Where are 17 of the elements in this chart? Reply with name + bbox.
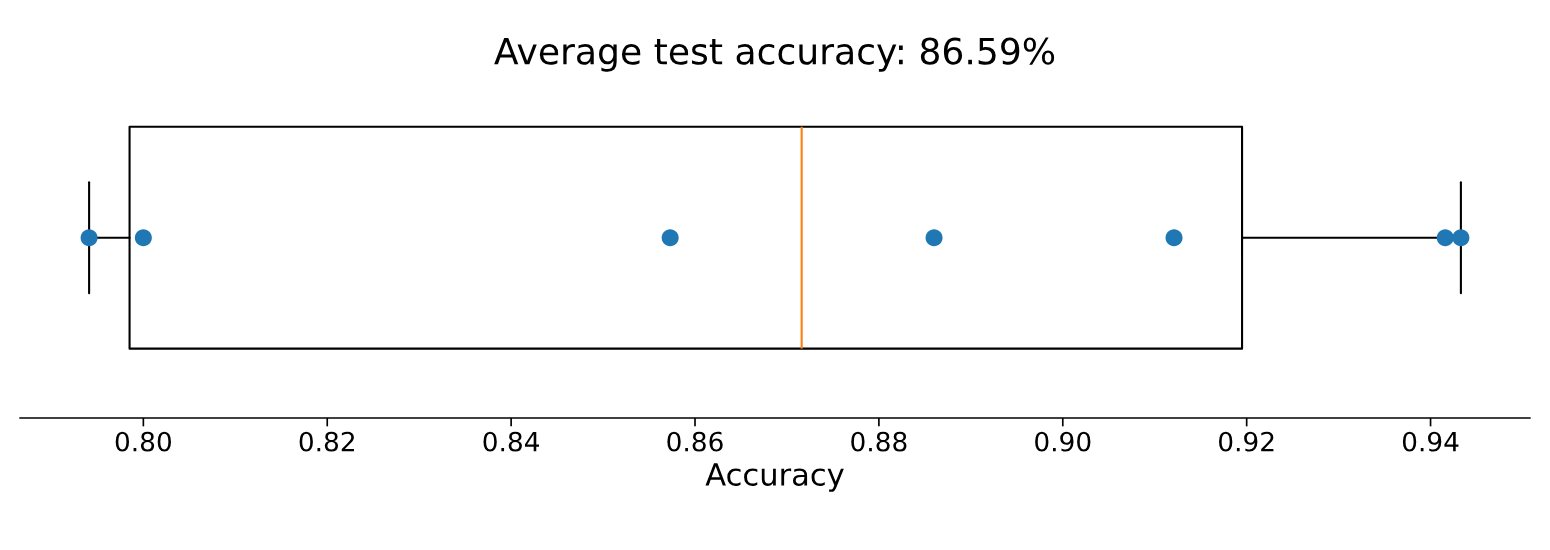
x-tick-label: 0.80 [115,431,171,452]
chart-title: Average test accuracy: 86.59% [494,37,1055,72]
point [1452,229,1470,247]
x-tick-label: 0.90 [1035,431,1091,452]
point [1436,229,1454,247]
point [134,229,152,247]
x-axis-title: Accuracy [705,463,844,492]
x-tick-label: 0.82 [299,431,354,452]
point [925,229,943,247]
x-tick-label: 0.92 [1219,431,1274,452]
x-tick-label: 0.86 [667,431,723,452]
x-tick-label: 0.88 [851,431,907,452]
point [1165,229,1183,247]
x-tick-label: 0.84 [483,431,540,452]
point [80,229,98,247]
x-tick-label: 0.94 [1402,431,1459,452]
point [661,229,679,247]
